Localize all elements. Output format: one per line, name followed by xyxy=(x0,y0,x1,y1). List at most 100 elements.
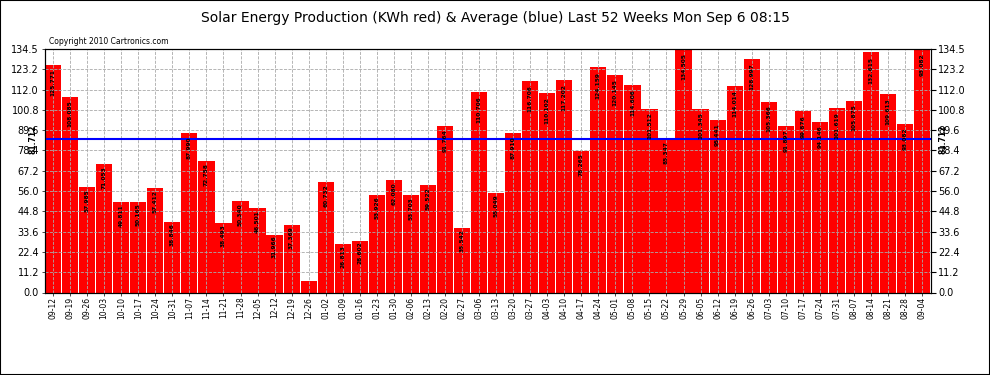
Bar xyxy=(778,126,794,292)
Bar xyxy=(488,193,504,292)
Text: 91.897: 91.897 xyxy=(783,129,788,152)
Bar xyxy=(318,182,334,292)
Text: 37.369: 37.369 xyxy=(289,226,294,249)
Text: 87.990: 87.990 xyxy=(187,136,192,159)
Bar xyxy=(335,244,350,292)
Bar xyxy=(727,86,742,292)
Text: 101.512: 101.512 xyxy=(646,112,652,139)
Text: 95.441: 95.441 xyxy=(715,123,720,146)
Bar xyxy=(454,228,470,292)
Text: 110.706: 110.706 xyxy=(476,96,481,123)
Bar xyxy=(540,93,555,292)
Text: 53.926: 53.926 xyxy=(374,197,379,219)
Bar xyxy=(573,151,589,292)
Bar xyxy=(880,94,896,292)
Bar xyxy=(658,138,674,292)
Text: 128.997: 128.997 xyxy=(749,63,754,90)
Bar xyxy=(164,222,180,292)
Text: 31.966: 31.966 xyxy=(272,236,277,258)
Bar xyxy=(368,195,385,292)
Text: 101.619: 101.619 xyxy=(835,112,840,139)
Bar xyxy=(437,126,453,292)
Text: 38.846: 38.846 xyxy=(170,224,175,246)
Bar xyxy=(249,208,265,292)
Bar xyxy=(45,64,61,292)
Text: 59.522: 59.522 xyxy=(426,187,431,210)
Bar xyxy=(710,120,726,292)
Text: 50.165: 50.165 xyxy=(136,203,141,226)
Text: 72.758: 72.758 xyxy=(204,163,209,186)
Text: 93.082: 93.082 xyxy=(903,127,908,150)
Text: 55.049: 55.049 xyxy=(494,195,499,217)
Bar xyxy=(233,201,248,292)
Bar xyxy=(130,202,147,292)
Text: 132.615: 132.615 xyxy=(868,57,873,84)
Bar xyxy=(351,241,368,292)
Bar xyxy=(556,80,572,292)
Text: 71.053: 71.053 xyxy=(102,166,107,189)
Bar xyxy=(692,109,709,292)
Text: 109.613: 109.613 xyxy=(885,98,890,124)
Bar xyxy=(96,164,112,292)
Text: 49.811: 49.811 xyxy=(119,204,124,227)
Text: 101.345: 101.345 xyxy=(698,112,703,140)
Text: 110.102: 110.102 xyxy=(544,97,549,124)
Text: 50.340: 50.340 xyxy=(238,203,243,226)
Bar xyxy=(148,189,163,292)
Text: 87.910: 87.910 xyxy=(511,136,516,159)
Bar xyxy=(675,49,692,292)
Text: 114.014: 114.014 xyxy=(733,90,738,117)
Bar xyxy=(266,235,283,292)
Bar xyxy=(505,133,521,292)
Bar xyxy=(62,97,78,292)
Text: Copyright 2010 Cartronics.com: Copyright 2010 Cartronics.com xyxy=(49,38,168,46)
Bar xyxy=(897,124,913,292)
Text: 105.366: 105.366 xyxy=(766,105,771,132)
Bar xyxy=(795,111,811,292)
Text: 125.771: 125.771 xyxy=(50,69,55,96)
Text: 28.602: 28.602 xyxy=(357,242,362,264)
Text: 94.146: 94.146 xyxy=(818,125,823,148)
Text: 57.985: 57.985 xyxy=(85,189,90,212)
Bar xyxy=(471,92,487,292)
Text: 105.875: 105.875 xyxy=(851,105,856,131)
Bar xyxy=(743,59,759,292)
Bar xyxy=(812,122,828,292)
Text: 62.080: 62.080 xyxy=(391,182,396,205)
Bar xyxy=(79,188,95,292)
Text: 120.145: 120.145 xyxy=(613,79,618,106)
Bar xyxy=(181,133,197,292)
Text: 108.085: 108.085 xyxy=(67,100,72,127)
Text: 134.505: 134.505 xyxy=(681,54,686,81)
Text: 85.347: 85.347 xyxy=(664,141,669,164)
Text: 116.706: 116.706 xyxy=(528,85,533,112)
Text: 117.202: 117.202 xyxy=(561,84,566,111)
Bar xyxy=(760,102,777,292)
Bar xyxy=(642,108,657,292)
Text: 93.082: 93.082 xyxy=(920,54,925,76)
Text: 81.712: 81.712 xyxy=(28,124,37,154)
Bar xyxy=(829,108,845,292)
Bar xyxy=(198,160,215,292)
Bar xyxy=(113,202,130,292)
Bar xyxy=(420,184,436,292)
Text: 26.813: 26.813 xyxy=(341,245,346,268)
Bar xyxy=(607,75,624,292)
Bar xyxy=(590,68,607,292)
Bar xyxy=(845,100,862,292)
Text: 124.159: 124.159 xyxy=(596,72,601,99)
Bar xyxy=(403,195,419,292)
Bar xyxy=(283,225,300,292)
Bar xyxy=(625,85,641,292)
Bar xyxy=(301,282,317,292)
Text: 53.703: 53.703 xyxy=(409,197,414,220)
Bar xyxy=(863,52,879,292)
Text: 114.606: 114.606 xyxy=(630,89,635,116)
Text: 57.412: 57.412 xyxy=(152,190,157,213)
Text: Solar Energy Production (KWh red) & Average (blue) Last 52 Weeks Mon Sep 6 08:15: Solar Energy Production (KWh red) & Aver… xyxy=(201,11,789,25)
Text: 78.265: 78.265 xyxy=(579,153,584,176)
Text: 91.764: 91.764 xyxy=(443,129,447,152)
Bar xyxy=(386,180,402,292)
Text: 38.493: 38.493 xyxy=(221,224,226,247)
Text: 60.732: 60.732 xyxy=(323,184,329,207)
